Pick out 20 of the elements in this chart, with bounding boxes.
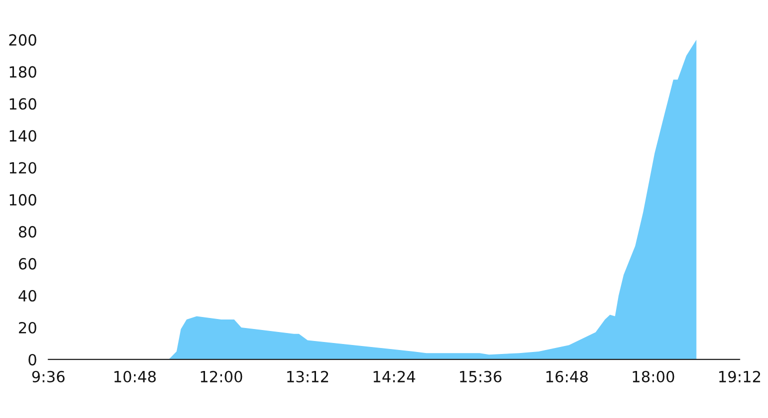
- x-tick-label: 15:36: [460, 370, 502, 382]
- y-tick-label: 100: [10, 194, 36, 206]
- y-tick-label: 80: [18, 226, 36, 238]
- y-tick-label: 60: [18, 258, 36, 270]
- y-tick-label: 40: [18, 290, 36, 302]
- y-tick-label: 140: [10, 130, 36, 142]
- y-tick-label: 120: [10, 162, 36, 174]
- y-tick-label: 0: [28, 354, 36, 366]
- y-tick-label: 160: [10, 98, 36, 110]
- y-tick-label: 200: [9, 34, 36, 46]
- x-tick-label: 10:48: [114, 370, 156, 382]
- x-tick-label: 9:36: [32, 370, 65, 382]
- x-tick-label: 16:48: [546, 370, 588, 382]
- y-tick-label: 180: [10, 66, 36, 78]
- x-tick-label: 12:00: [200, 370, 242, 382]
- x-tick-label: 14:24: [374, 370, 416, 382]
- x-tick-label: 18:00: [632, 370, 674, 382]
- y-tick-label: 20: [18, 322, 36, 334]
- x-tick-label: 19:12: [719, 370, 760, 382]
- x-tick-label: 13:12: [287, 370, 328, 382]
